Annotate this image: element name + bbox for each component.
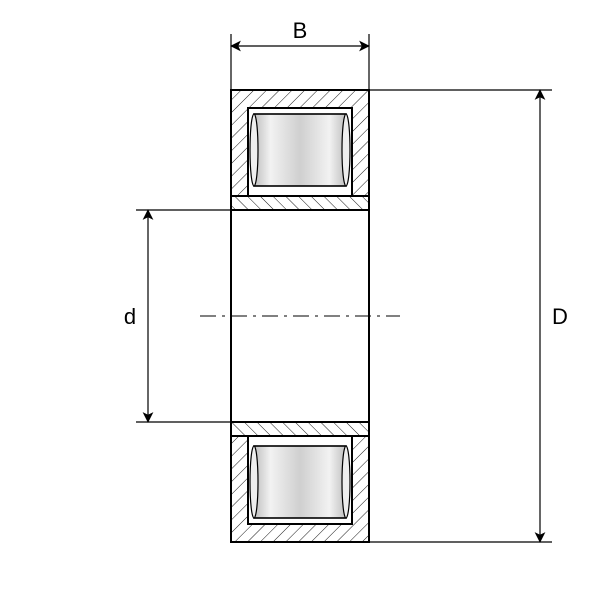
roller-bottom xyxy=(250,446,350,518)
inner-ring-bottom xyxy=(231,422,369,436)
roller-top xyxy=(250,114,350,186)
label-B: B xyxy=(293,18,308,43)
label-d: d xyxy=(124,304,136,329)
dimension-B: B xyxy=(231,18,369,90)
inner-ring-top xyxy=(231,196,369,210)
label-D: D xyxy=(552,304,568,329)
bearing-diagram: B D d xyxy=(0,0,600,600)
